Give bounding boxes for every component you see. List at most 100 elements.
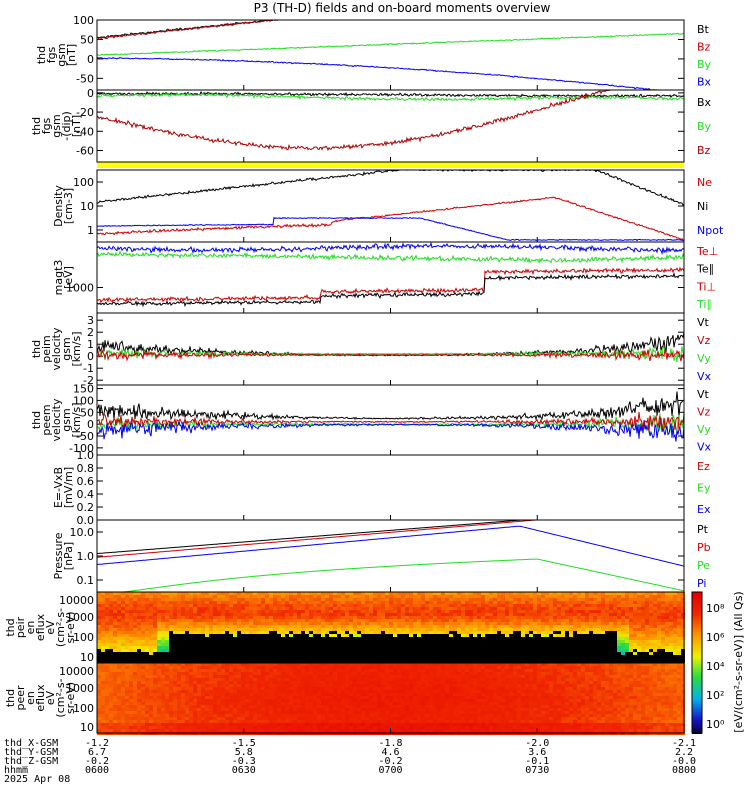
spec-cell [537, 622, 541, 625]
spec-cell [205, 666, 209, 669]
spec-cell [393, 592, 397, 595]
spec-cell [505, 622, 509, 625]
spec-cell [289, 690, 293, 693]
spec-cell [445, 649, 449, 652]
spec-cell [345, 610, 349, 613]
spec-cell [137, 658, 141, 661]
spec-cell [173, 640, 177, 643]
spec-cell [481, 631, 485, 634]
spec-cell [241, 640, 245, 643]
spec-cell [173, 598, 177, 601]
spec-cell [197, 625, 201, 628]
spec-cell [293, 658, 297, 661]
spec-cell [641, 616, 645, 619]
spec-cell [469, 637, 473, 640]
spec-cell [681, 649, 685, 652]
spec-cell [229, 607, 233, 610]
spec-cell [585, 604, 589, 607]
spec-cell [117, 640, 121, 643]
spec-cell [517, 610, 521, 613]
trace-ne [96, 196, 685, 242]
spec-cell [273, 646, 277, 649]
spec-cell [157, 714, 161, 717]
spec-cell [449, 658, 453, 661]
spec-cell [165, 729, 169, 732]
spec-cell [241, 610, 245, 613]
spec-cell [597, 607, 601, 610]
spec-cell [573, 631, 577, 634]
spec-cell [521, 598, 525, 601]
spec-cell [101, 619, 105, 622]
spec-cell [389, 607, 393, 610]
spec-cell [641, 640, 645, 643]
spec-cell [201, 604, 205, 607]
ytick-density: 1 [87, 224, 94, 237]
spec-cell [205, 729, 209, 732]
spec-cell [137, 631, 141, 634]
spec-cell [537, 640, 541, 643]
spec-cell [505, 619, 509, 622]
spec-cell [353, 595, 357, 598]
spec-cell [301, 666, 305, 669]
spec-cell [293, 696, 297, 699]
spec-cell [669, 592, 673, 595]
spec-cell [581, 625, 585, 628]
spec-cell [157, 634, 161, 637]
spec-cell [457, 655, 461, 658]
spec-cell [277, 690, 281, 693]
spec-cell [633, 601, 637, 604]
spec-cell [109, 598, 113, 601]
spec-cell [249, 708, 253, 711]
spec-cell [549, 643, 553, 646]
spec-cell [585, 601, 589, 604]
spec-cell [125, 610, 129, 613]
spec-cell [589, 616, 593, 619]
spec-cell [301, 669, 305, 672]
spec-cell [461, 604, 465, 607]
spec-cell [305, 652, 309, 655]
spec-cell [257, 714, 261, 717]
spec-cell [345, 652, 349, 655]
spec-cell [301, 652, 305, 655]
spec-cell [237, 640, 241, 643]
spec-cell [661, 655, 665, 658]
spec-cell [129, 619, 133, 622]
spec-cell [121, 699, 125, 702]
spec-cell [405, 613, 409, 616]
spec-cell [97, 613, 101, 616]
spec-cell [661, 616, 665, 619]
spec-cell [385, 613, 389, 616]
spec-cell [109, 699, 113, 702]
spec-cell [601, 658, 605, 661]
spec-cell [169, 643, 173, 646]
spec-cell [125, 729, 129, 732]
spec-cell [97, 646, 101, 649]
spec-cell [113, 601, 117, 604]
spec-cell [589, 610, 593, 613]
spec-cell [457, 637, 461, 640]
spec-cell [205, 628, 209, 631]
spec-cell [673, 643, 677, 646]
spec-cell [153, 646, 157, 649]
spec-cell [681, 640, 685, 643]
spec-cell [397, 655, 401, 658]
spec-cell [281, 655, 285, 658]
spec-cell [273, 619, 277, 622]
spec-cell [565, 616, 569, 619]
spec-cell [393, 616, 397, 619]
spec-cell [381, 619, 385, 622]
spec-cell [253, 696, 257, 699]
spec-cell [513, 628, 517, 631]
spec-cell [457, 652, 461, 655]
spec-cell [277, 714, 281, 717]
spec-cell [221, 643, 225, 646]
spec-cell [225, 658, 229, 661]
spec-cell [633, 640, 637, 643]
spec-cell [177, 690, 181, 693]
spec-cell [289, 604, 293, 607]
spec-cell [101, 711, 105, 714]
spec-cell [321, 658, 325, 661]
spec-cell [525, 643, 529, 646]
spec-cell [101, 658, 105, 661]
spec-cell [581, 649, 585, 652]
